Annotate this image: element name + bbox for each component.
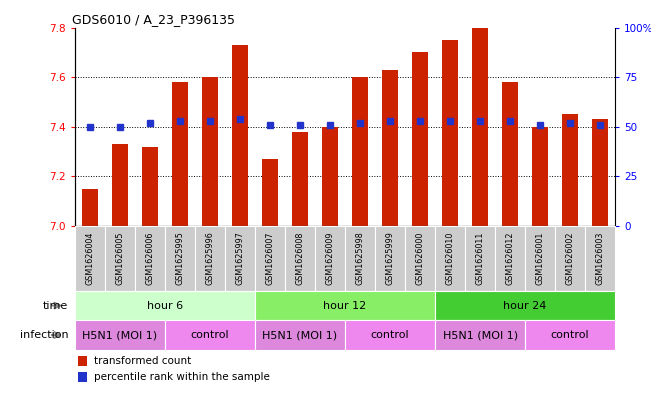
Bar xyxy=(345,226,375,291)
Text: transformed count: transformed count xyxy=(94,356,191,366)
Bar xyxy=(532,127,548,226)
Bar xyxy=(255,320,345,350)
Bar xyxy=(381,70,398,226)
Bar xyxy=(352,77,368,226)
Bar xyxy=(75,320,165,350)
Text: GSM1626001: GSM1626001 xyxy=(536,231,545,285)
Text: percentile rank within the sample: percentile rank within the sample xyxy=(94,372,270,382)
Text: hour 24: hour 24 xyxy=(503,301,547,310)
Bar xyxy=(225,226,255,291)
Text: GSM1625995: GSM1625995 xyxy=(175,231,184,285)
Text: H5N1 (MOI 1): H5N1 (MOI 1) xyxy=(443,330,518,340)
Bar xyxy=(435,320,525,350)
Text: GSM1626012: GSM1626012 xyxy=(506,231,515,285)
Bar xyxy=(285,226,315,291)
Bar xyxy=(202,77,218,226)
Text: hour 6: hour 6 xyxy=(147,301,183,310)
Text: control: control xyxy=(191,330,229,340)
Text: GSM1626009: GSM1626009 xyxy=(326,231,335,285)
Bar xyxy=(435,226,465,291)
Bar xyxy=(345,320,435,350)
Bar xyxy=(525,226,555,291)
Bar xyxy=(195,226,225,291)
Text: GSM1626003: GSM1626003 xyxy=(596,231,605,285)
Bar xyxy=(562,114,579,226)
Bar xyxy=(165,226,195,291)
Text: H5N1 (MOI 1): H5N1 (MOI 1) xyxy=(262,330,338,340)
Bar xyxy=(255,291,435,320)
Text: GSM1626008: GSM1626008 xyxy=(296,231,305,285)
Bar xyxy=(375,226,405,291)
Bar xyxy=(111,144,128,226)
Bar xyxy=(75,226,105,291)
Bar xyxy=(255,226,285,291)
Text: GSM1626007: GSM1626007 xyxy=(266,231,275,285)
Bar xyxy=(495,226,525,291)
Text: GSM1625998: GSM1625998 xyxy=(355,231,365,285)
Bar xyxy=(502,82,518,226)
Bar xyxy=(172,82,188,226)
Text: control: control xyxy=(551,330,589,340)
Bar xyxy=(262,159,278,226)
Bar xyxy=(165,320,255,350)
Bar xyxy=(435,291,615,320)
Bar xyxy=(135,226,165,291)
Bar xyxy=(585,226,615,291)
Text: GSM1625996: GSM1625996 xyxy=(206,231,214,285)
Bar xyxy=(142,147,158,226)
Text: GSM1626002: GSM1626002 xyxy=(566,231,575,285)
Text: GSM1626010: GSM1626010 xyxy=(445,231,454,285)
Text: GSM1626004: GSM1626004 xyxy=(85,231,94,285)
Bar xyxy=(315,226,345,291)
Bar xyxy=(592,119,609,226)
Bar xyxy=(322,127,339,226)
Bar xyxy=(465,226,495,291)
Bar xyxy=(77,356,87,365)
Bar xyxy=(472,28,488,226)
Bar xyxy=(412,52,428,226)
Text: H5N1 (MOI 1): H5N1 (MOI 1) xyxy=(82,330,158,340)
Text: GSM1625999: GSM1625999 xyxy=(385,231,395,285)
Text: GSM1625997: GSM1625997 xyxy=(236,231,245,285)
Text: hour 12: hour 12 xyxy=(324,301,367,310)
Bar xyxy=(105,226,135,291)
Text: infection: infection xyxy=(20,330,68,340)
Bar xyxy=(555,226,585,291)
Bar xyxy=(405,226,435,291)
Bar xyxy=(232,45,248,226)
Bar xyxy=(77,372,87,382)
Text: time: time xyxy=(43,301,68,310)
Bar xyxy=(292,132,309,226)
Bar xyxy=(442,40,458,226)
Text: GDS6010 / A_23_P396135: GDS6010 / A_23_P396135 xyxy=(72,13,235,26)
Bar xyxy=(81,189,98,226)
Text: GSM1626011: GSM1626011 xyxy=(476,231,484,285)
Bar xyxy=(75,291,255,320)
Text: GSM1626005: GSM1626005 xyxy=(115,231,124,285)
Text: GSM1626006: GSM1626006 xyxy=(145,231,154,285)
Text: control: control xyxy=(371,330,409,340)
Text: GSM1626000: GSM1626000 xyxy=(415,231,424,285)
Bar xyxy=(525,320,615,350)
